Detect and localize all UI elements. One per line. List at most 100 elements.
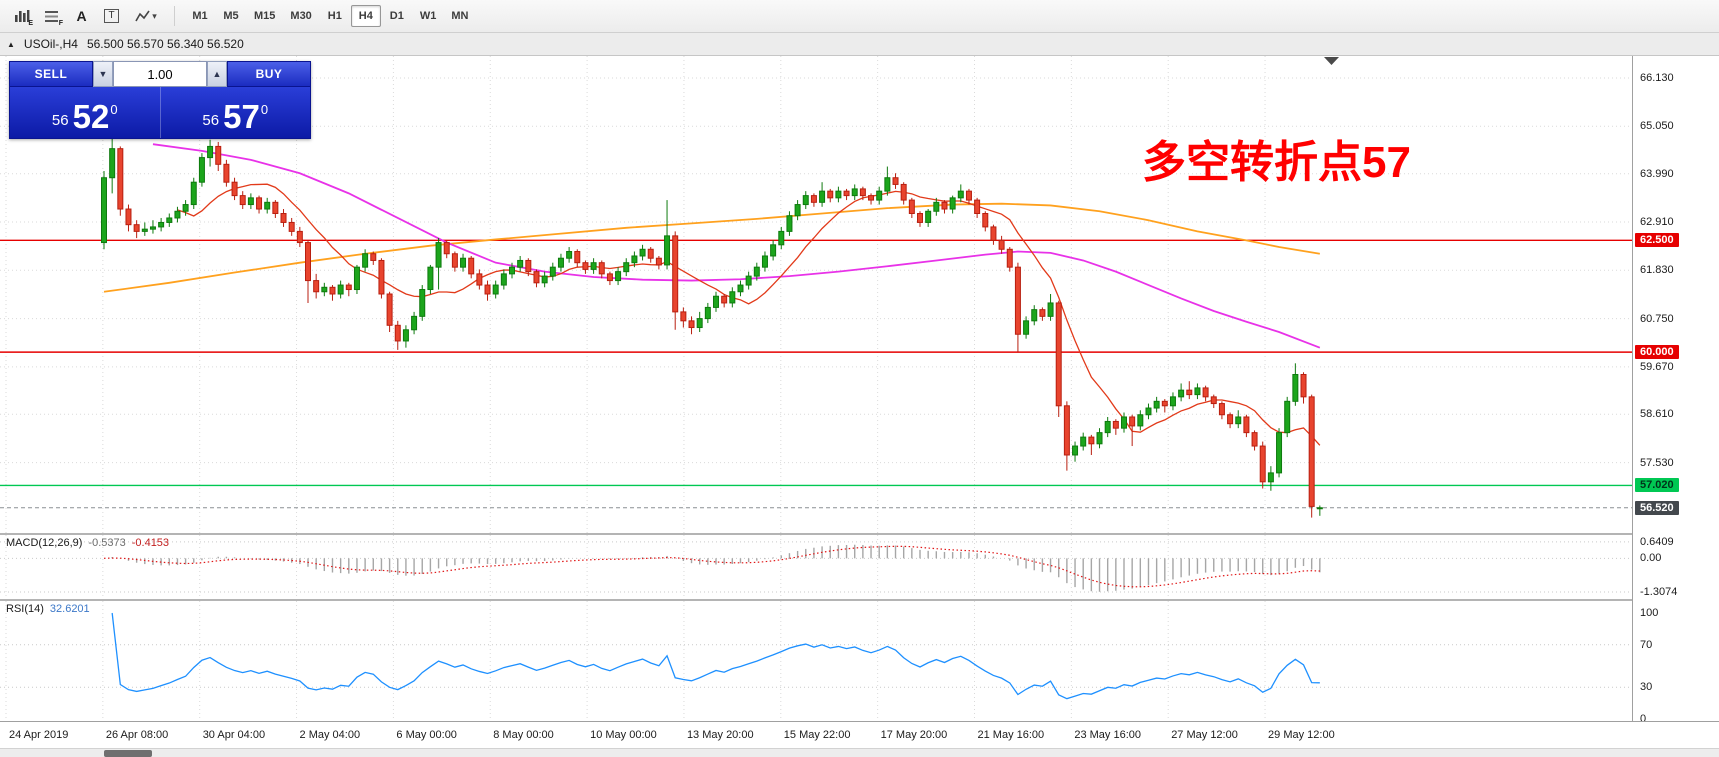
text-tool-icon[interactable]: T	[98, 4, 125, 28]
time-axis-label: 21 May 16:00	[977, 729, 1045, 741]
time-axis-label: 8 May 00:00	[493, 729, 554, 741]
time-axis-label: 27 May 12:00	[1171, 729, 1238, 741]
time-axis-label: 17 May 20:00	[880, 729, 948, 741]
quotes-list-icon[interactable]: F	[38, 4, 65, 28]
macd-axis-label: -1.3074	[1640, 586, 1678, 599]
macd-main-value: -0.5373	[88, 537, 126, 549]
timeframe-button-m1[interactable]: M1	[192, 10, 208, 22]
ask-price-button[interactable]: 56 57 0	[161, 87, 311, 138]
time-axis-label: 10 May 00:00	[590, 729, 657, 741]
time-axis-label: 13 May 20:00	[686, 729, 754, 741]
chart-title: USOil-,H4	[23, 37, 78, 51]
timeframe-button-m5[interactable]: M5	[223, 10, 239, 22]
buy-button[interactable]: BUY	[227, 61, 311, 87]
timeframe-button-mn[interactable]: MN	[451, 10, 469, 22]
ask-big-figure: 56	[202, 112, 220, 129]
volume-input[interactable]	[113, 61, 207, 87]
macd-name: MACD(12,26,9)	[6, 537, 83, 549]
chevron-down-icon: ▼	[98, 69, 108, 79]
macd-axis-label: 0.6409	[1640, 535, 1674, 548]
timeframe-button-h4[interactable]: H4	[350, 5, 381, 27]
macd-pane[interactable]: MACD(12,26,9) -0.5373 -0.4153	[0, 535, 1632, 599]
price-axis-label: 66.130	[1640, 72, 1674, 84]
timeframe-button-h1[interactable]: H1	[327, 10, 342, 22]
volume-increase-button[interactable]: ▲	[207, 61, 227, 87]
rsi-line	[111, 612, 1320, 700]
trade-panel-prices: 56 52 0 56 57 0	[9, 87, 311, 139]
price-axis-label: 58.610	[1640, 408, 1674, 421]
bid-price-button[interactable]: 56 52 0	[10, 87, 161, 138]
candlestick-chart[interactable]	[0, 56, 1632, 533]
price-level-badge: 60.000	[1635, 345, 1679, 360]
horizontal-scrollbar[interactable]	[0, 748, 1719, 757]
price-axis-label: 57.530	[1640, 456, 1674, 469]
time-axis-label: 30 Apr 04:00	[202, 729, 266, 741]
indicators-dropdown-icon[interactable]: ▾	[128, 4, 164, 28]
rsi-chart[interactable]	[0, 601, 1632, 721]
trade-panel-controls: SELL ▼ ▲ BUY	[9, 61, 311, 87]
time-axis-label: 15 May 22:00	[783, 729, 851, 741]
chart-shift-marker	[1324, 57, 1339, 65]
ask-pips: 57	[223, 97, 260, 135]
bar-chart-glyph	[14, 10, 29, 22]
ma_fast-line	[177, 183, 1321, 446]
timeframe-button-w1[interactable]: W1	[419, 10, 437, 22]
price-axis-label: 65.050	[1640, 120, 1674, 133]
timeframe-button-m30[interactable]: M30	[290, 10, 312, 22]
rsi-pane[interactable]: RSI(14) 32.6201	[0, 601, 1632, 721]
price-axis-label: 61.830	[1640, 264, 1674, 277]
rsi-indicator-label: RSI(14) 32.6201	[6, 603, 90, 615]
bid-big-figure: 56	[51, 112, 69, 129]
macd-signal-value: -0.4153	[131, 537, 170, 549]
chart-title-bar: ▲ USOil-,H4 56.500 56.570 56.340 56.520	[0, 33, 1719, 56]
time-axis-label: 23 May 16:00	[1074, 729, 1141, 741]
rsi-axis-label: 0	[1640, 713, 1647, 725]
scrollbar-thumb[interactable]	[104, 750, 152, 757]
macd-histogram	[111, 544, 1321, 592]
main-toolbar: E F A T ▾ M1 M5 M15 M30 H1 H4 D1 W1 MN	[0, 0, 1719, 33]
ask-pipette: 0	[260, 102, 269, 117]
sell-button[interactable]: SELL	[9, 61, 93, 87]
timeframe-button-d1[interactable]: D1	[389, 10, 404, 22]
time-axis-label: 2 May 04:00	[299, 729, 361, 741]
rsi-axis-label: 30	[1640, 681, 1653, 694]
rsi-axis-label: 70	[1640, 638, 1653, 651]
chevron-down-icon: ▾	[152, 10, 157, 21]
rsi-name: RSI(14)	[6, 603, 44, 615]
time-axis-label: 26 Apr 08:00	[105, 729, 169, 741]
icon-sub-label: E	[28, 20, 33, 27]
price-axis[interactable]: 66.130 65.050 63.990 62.910 61.830 60.750 59.6…	[1632, 56, 1719, 725]
pane-splitter[interactable]	[0, 533, 1719, 535]
macd-chart[interactable]	[0, 535, 1632, 599]
ma_slow-line	[152, 143, 1321, 349]
price-level-badge: 62.500	[1635, 233, 1679, 248]
price-axis-label: 63.990	[1640, 167, 1674, 180]
zigzag-indicator-glyph	[135, 10, 150, 21]
macd-axis-label: 0.00	[1640, 552, 1662, 565]
chevron-up-icon: ▲	[212, 69, 222, 79]
pane-splitter[interactable]	[0, 599, 1719, 601]
price-axis-label: 60.750	[1640, 312, 1674, 325]
rsi-value: 32.6201	[49, 603, 90, 615]
time-axis-label: 24 Apr 2019	[9, 729, 69, 741]
time-axis-label: 6 May 00:00	[396, 729, 457, 741]
collapse-icon[interactable]: ▲	[7, 39, 15, 49]
chart-type-icon[interactable]: E	[8, 4, 35, 28]
chart-ohlc-values: 56.500 56.570 56.340 56.520	[86, 37, 244, 51]
bid-pipette: 0	[110, 102, 118, 117]
macd-signal-line	[103, 545, 1320, 588]
time-axis-label: 29 May 12:00	[1268, 729, 1335, 741]
list-glyph	[45, 10, 58, 22]
volume-decrease-button[interactable]: ▼	[93, 61, 113, 87]
candles-group	[101, 137, 1323, 518]
price-level-badge: 56.520	[1635, 500, 1679, 515]
price-axis-label: 62.910	[1640, 215, 1674, 228]
chart-annotation-text: 多空转折点57	[1142, 138, 1411, 187]
price-level-badge: 57.020	[1635, 478, 1679, 493]
time-axis[interactable]: 24 Apr 2019 26 Apr 08:00 30 Apr 04:00 2 May…	[0, 721, 1719, 748]
label-tool-icon[interactable]: A	[76, 8, 87, 24]
timeframe-button-m15[interactable]: M15	[254, 10, 276, 22]
toolbar-separator	[174, 6, 175, 26]
timeframe-buttons-group: M1 M5 M15 M30 H1 H4 D1 W1 MN	[185, 5, 475, 27]
